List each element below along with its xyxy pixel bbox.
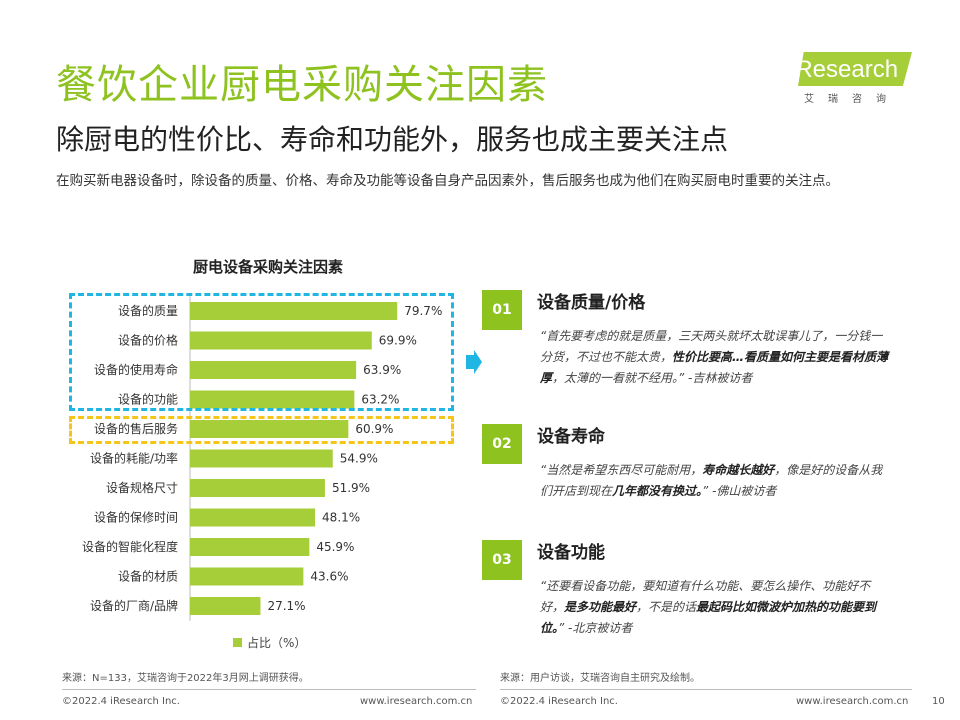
- bar: [190, 597, 261, 615]
- finding-quote-function: “还要看设备功能，要知道有什么功能、要怎么操作、功能好不好，是多功能最好，不是的…: [540, 576, 892, 639]
- footer-url-right: www.iresearch.com.cn: [796, 696, 909, 707]
- quote-emphasis: 性价比要高…看质量如何主要是看材质薄厚: [540, 350, 889, 385]
- source-note-survey: 来源：N=133，艾瑞咨询于2022年3月网上调研获得。: [62, 673, 309, 684]
- quote-text: “还要看设备功能，要知道有什么功能、要怎么操作、功能好不好，: [540, 579, 871, 614]
- quote-text: ，不是的话: [636, 600, 697, 614]
- page-title: 餐饮企业厨电采购关注因素: [56, 62, 548, 108]
- quote-emphasis: 几年都没有换过。: [612, 484, 703, 498]
- category-label: 设备的厂商/品牌: [90, 598, 178, 613]
- quote-text: “当然是希望东西尽可能耐用，: [540, 463, 703, 477]
- data-label: 48.1%: [322, 511, 360, 525]
- category-label: 设备的耗能/功率: [90, 451, 178, 466]
- bar: [190, 538, 310, 556]
- footer-copyright-right: ©2022.4 iResearch Inc.: [500, 696, 618, 707]
- finding-title-quality-price: 设备质量/价格: [537, 293, 646, 313]
- category-label: 设备的使用寿命: [94, 362, 178, 377]
- data-label: 79.7%: [404, 304, 442, 318]
- page-subtitle: 除厨电的性价比、寿命和功能外，服务也成主要关注点: [56, 123, 729, 156]
- quote-emphasis: 最起码比如微波炉加热的功能要到位。: [540, 600, 877, 635]
- finding-number-01: 01: [482, 290, 522, 330]
- category-label: 设备的功能: [118, 392, 178, 407]
- legend-swatch: [233, 638, 242, 647]
- category-label: 设备的保修时间: [94, 510, 178, 525]
- highlight-box-service: [69, 416, 454, 444]
- quote-text: ” -北京被访者: [558, 621, 633, 635]
- data-label: 63.9%: [363, 363, 401, 377]
- data-label: 69.9%: [379, 334, 417, 348]
- finding-number-02: 02: [482, 424, 522, 464]
- finding-quote-lifespan: “当然是希望东西尽可能耐用，寿命越长越好，像是好的设备从我们开店到现在几年都没有…: [540, 460, 892, 502]
- iresearch-logo: iResearch 艾瑞咨询: [790, 52, 912, 106]
- category-label: 设备的售后服务: [94, 421, 178, 436]
- page-description: 在购买新电器设备时，除设备的质量、价格、寿命及功能等设备自身产品因素外，售后服务…: [56, 173, 839, 189]
- finding-number-03: 03: [482, 540, 522, 580]
- arrow-right-icon: [466, 350, 482, 374]
- data-label: 27.1%: [267, 599, 305, 613]
- quote-text: ” -佛山被访者: [702, 484, 777, 498]
- finding-quote-quality-price: “首先要考虑的就是质量，三天两头就坏太耽误事儿了，一分钱一分货，不过也不能太贵，…: [540, 326, 892, 389]
- chart-legend: 占比（%）: [233, 634, 306, 651]
- footer-divider-right: [500, 689, 912, 690]
- category-label: 设备的智能化程度: [82, 539, 178, 554]
- bar: [190, 567, 304, 586]
- source-note-interview: 来源：用户访谈，艾瑞咨询自主研究及绘制。: [500, 673, 700, 684]
- data-label: 60.9%: [355, 422, 393, 436]
- bar: [190, 508, 316, 527]
- page-number: 10: [932, 696, 945, 707]
- legend-label: 占比（%）: [247, 636, 307, 650]
- bar: [190, 479, 325, 497]
- highlight-box-product-factors: [69, 293, 454, 411]
- bar: [190, 390, 355, 409]
- quote-emphasis: 寿命越长越好: [702, 463, 775, 477]
- bar: [190, 449, 333, 468]
- category-label: 设备的价格: [118, 333, 178, 348]
- quote-emphasis: 是多功能最好: [564, 600, 637, 614]
- footer-divider-left: [62, 689, 476, 690]
- finding-title-function: 设备功能: [537, 543, 605, 563]
- chart-title: 厨电设备采购关注因素: [192, 258, 343, 276]
- bar: [190, 302, 398, 320]
- bar: [190, 361, 357, 379]
- category-label: 设备的材质: [118, 569, 178, 584]
- data-label: 45.9%: [316, 540, 354, 554]
- data-label: 51.9%: [332, 481, 370, 495]
- bar-chart: 设备的质量 79.7% 设备的价格 69.9% 设备的使用寿命 63.9% 设备的功能 63.…: [82, 296, 442, 621]
- logo-background: [798, 52, 912, 86]
- category-label: 设备的质量: [118, 303, 178, 318]
- finding-title-lifespan: 设备寿命: [537, 427, 605, 447]
- category-label: 设备规格尺寸: [106, 480, 178, 495]
- quote-text: ，像是好的设备从我们开店到现在: [540, 463, 883, 498]
- logo-text: iResearch: [790, 56, 899, 83]
- data-label: 63.2%: [361, 393, 399, 407]
- data-label: 54.9%: [340, 452, 378, 466]
- quote-text: “首先要考虑的就是质量，三天两头就坏太耽误事儿了，一分钱一分货，不过也不能太贵，: [540, 329, 883, 364]
- bar: [190, 420, 349, 438]
- bar: [190, 331, 372, 350]
- footer-url-left: www.iresearch.com.cn: [360, 696, 473, 707]
- data-label: 43.6%: [310, 570, 348, 584]
- quote-text: ，太薄的一看就不经用。” -吉林被访者: [552, 371, 753, 385]
- footer-copyright-left: ©2022.4 iResearch Inc.: [62, 696, 180, 707]
- logo-chinese: 艾瑞咨询: [804, 94, 900, 105]
